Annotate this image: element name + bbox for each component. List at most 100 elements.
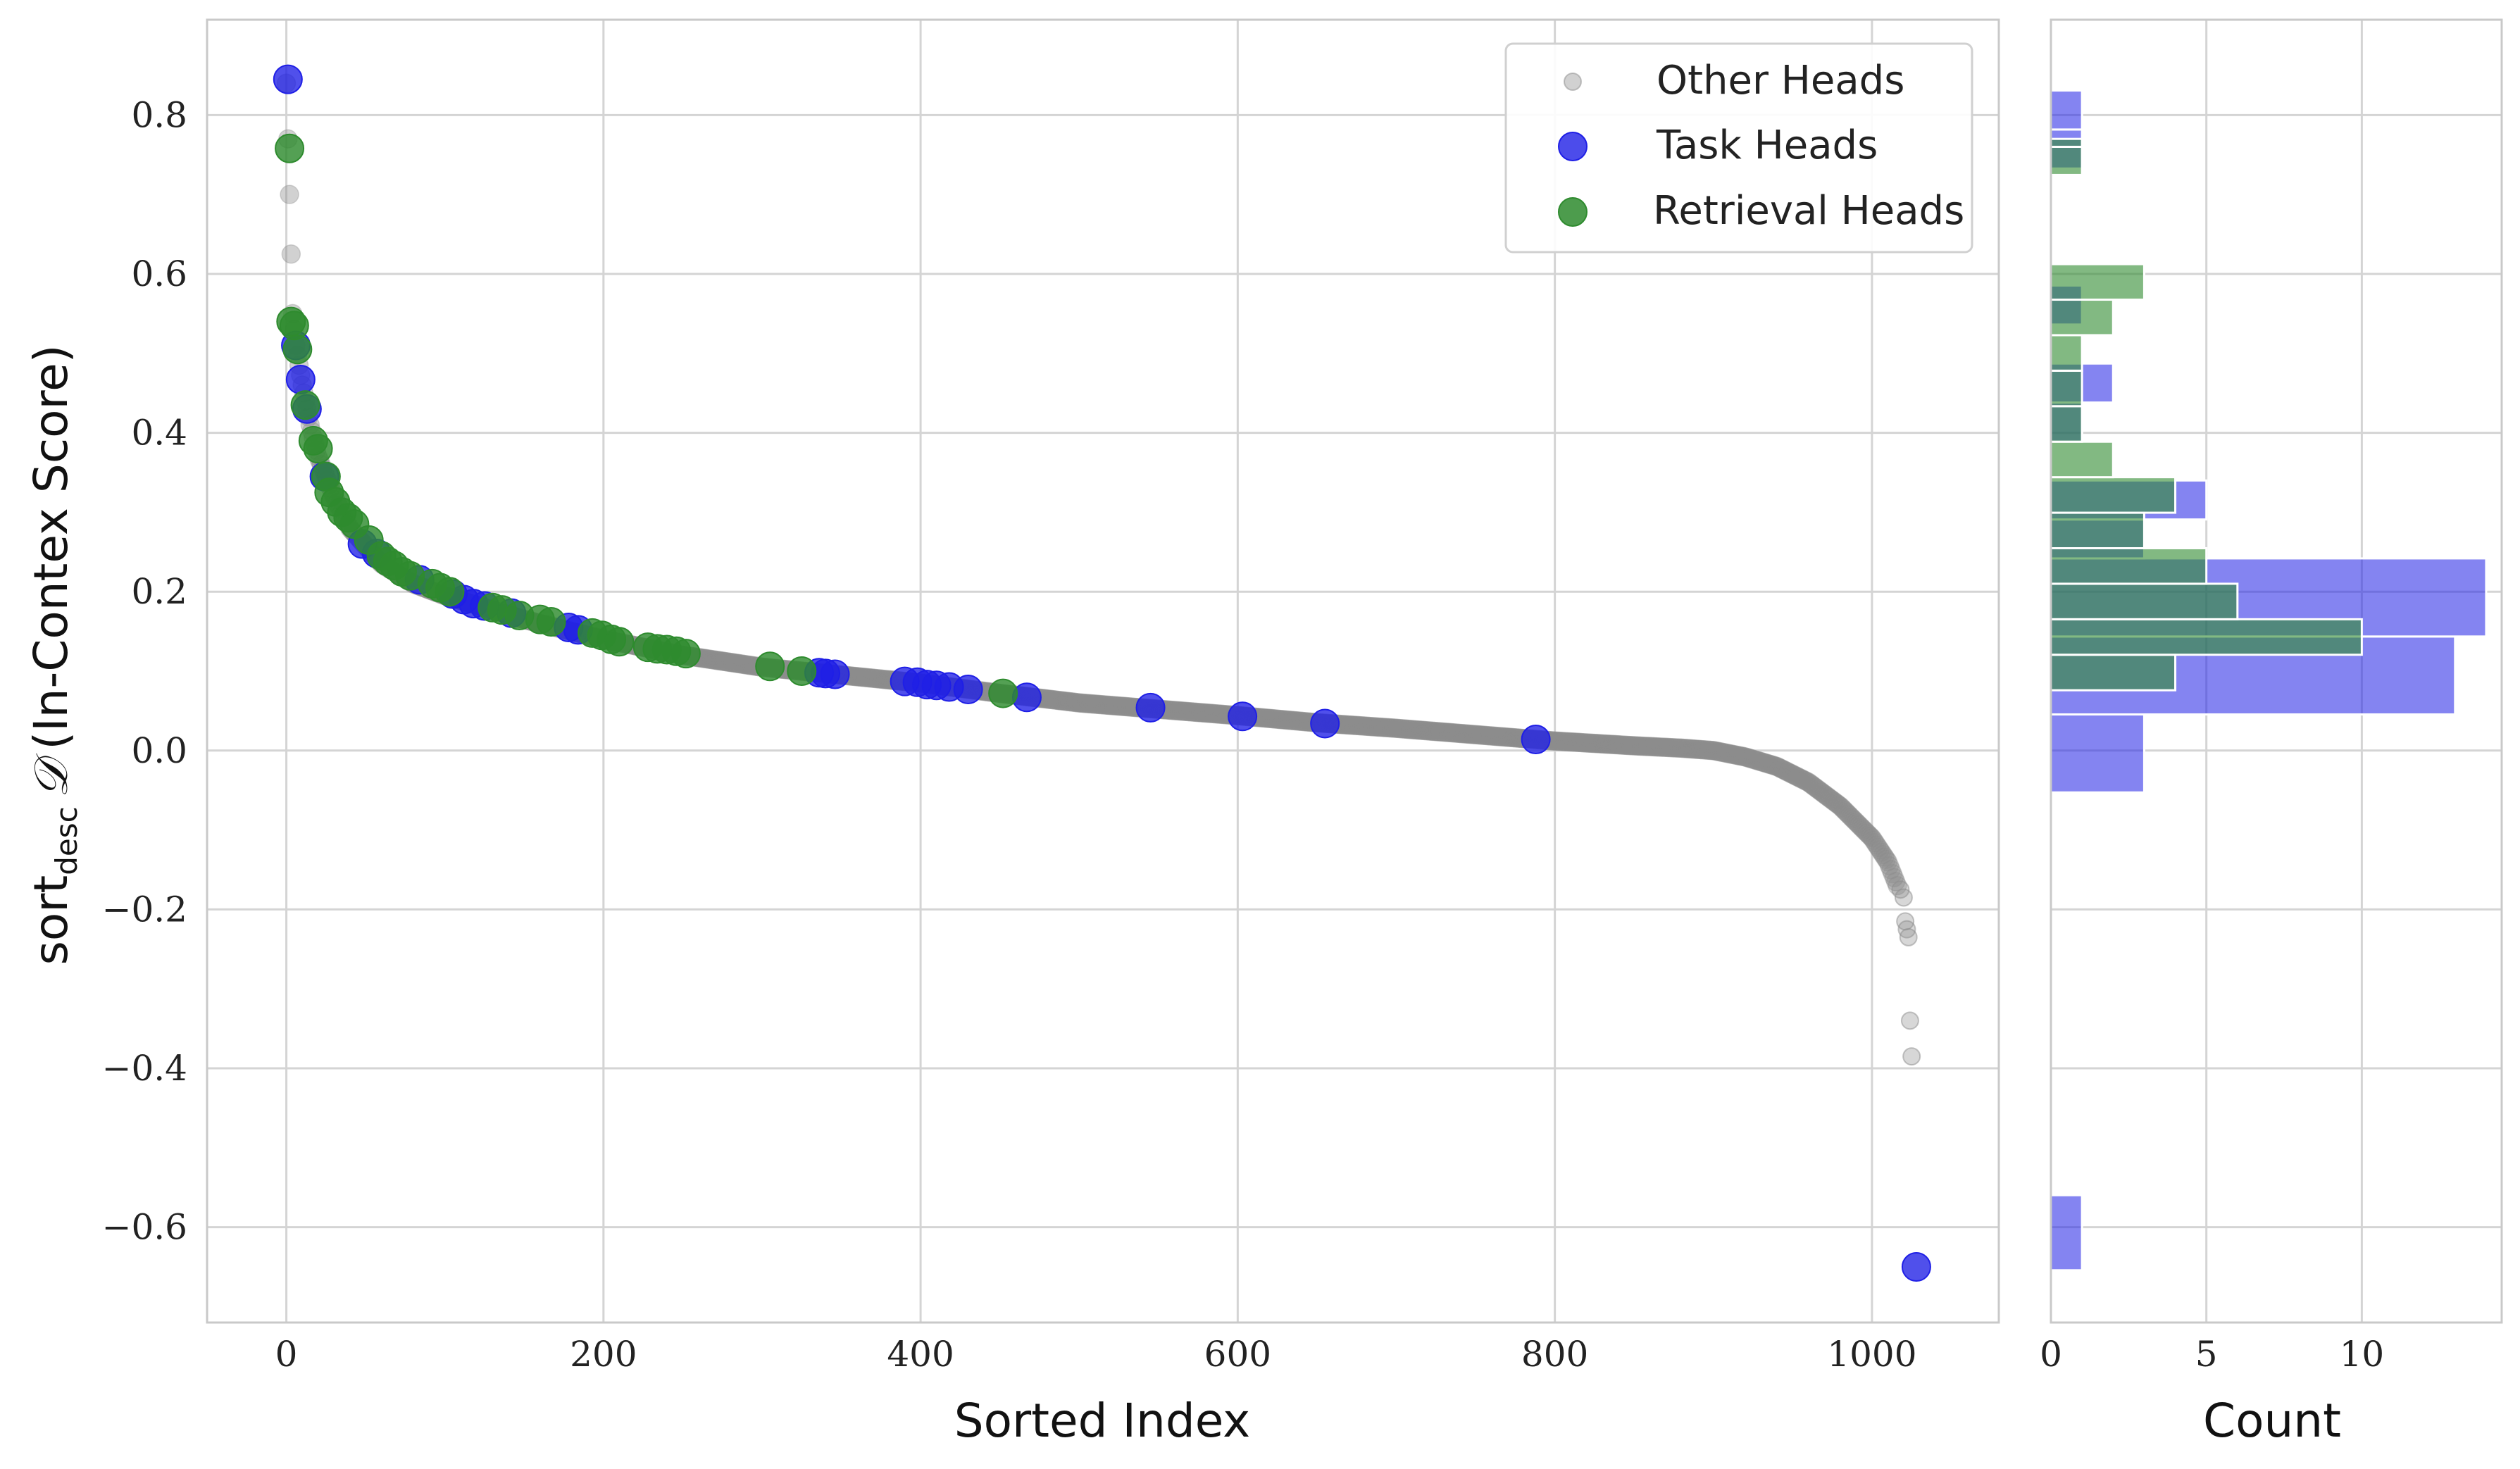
other-head-point	[1101, 695, 1121, 715]
other-head-point	[1642, 737, 1661, 757]
other-head-point	[1183, 702, 1204, 722]
retrieval-heads-bar	[2050, 618, 2363, 656]
x-tick-label: 200	[570, 1334, 637, 1375]
other-head-point	[1473, 725, 1494, 745]
other-head-point	[1599, 734, 1618, 754]
other-head-point	[1366, 717, 1385, 737]
other-head-point	[1902, 1047, 1921, 1066]
other-head-point	[1435, 723, 1456, 742]
other-head-point	[1705, 741, 1725, 761]
other-head-point	[1456, 724, 1476, 744]
other-head-point	[1553, 732, 1573, 751]
other-head-point	[1899, 927, 1918, 946]
other-head-point	[1496, 727, 1516, 747]
other-head-point	[1404, 720, 1424, 739]
other-head-point	[1718, 744, 1738, 763]
other-head-point	[1554, 732, 1574, 751]
task-head-point	[1135, 692, 1166, 723]
other-head-point	[1472, 725, 1492, 745]
other-head-point	[1805, 777, 1825, 797]
other-head-point	[1781, 763, 1801, 784]
other-head-point	[1047, 690, 1067, 711]
other-head-point	[723, 653, 744, 673]
other-head-point	[1056, 692, 1076, 711]
other-head-point	[1784, 765, 1804, 785]
other-head-point	[1410, 720, 1430, 740]
task-head-point	[285, 365, 316, 395]
other-head-point	[1585, 733, 1604, 754]
other-head-point	[1349, 715, 1370, 736]
legend-label-other-heads: Other Heads	[1657, 58, 1904, 104]
other-head-point	[1808, 780, 1828, 799]
other-head-point	[1475, 725, 1495, 746]
other-head-point	[1847, 813, 1868, 834]
other-head-point	[1860, 826, 1880, 846]
other-head-point	[1447, 723, 1466, 743]
other-head-point	[1572, 732, 1592, 753]
other-head-point	[1193, 703, 1213, 723]
other-head-point	[1822, 790, 1842, 811]
other-head-point	[1597, 734, 1617, 754]
other-head-point	[1461, 724, 1481, 744]
other-head-point	[1759, 754, 1779, 774]
y-tick-label: 0.4	[131, 413, 187, 454]
other-head-point	[856, 668, 877, 687]
other-head-point	[721, 652, 740, 673]
other-head-point	[1371, 717, 1390, 737]
other-head-point	[1169, 701, 1189, 721]
other-head-point	[1873, 844, 1893, 865]
other-head-point	[1704, 741, 1723, 761]
other-head-point	[1499, 727, 1519, 747]
other-head-point	[1492, 727, 1513, 747]
other-head-point	[1353, 716, 1373, 736]
retrieval-heads-bar	[2050, 369, 2083, 408]
other-head-point	[1428, 722, 1447, 742]
main-frame	[206, 18, 2000, 1324]
other-head-point	[1602, 734, 1622, 754]
other-head-point	[1624, 736, 1644, 756]
other-head-point	[722, 653, 742, 673]
other-head-point	[1440, 723, 1460, 743]
other-head-point	[1843, 809, 1863, 829]
other-head-point	[1362, 717, 1383, 737]
other-head-point	[1409, 720, 1428, 740]
task-head-point	[273, 64, 303, 94]
other-head-point	[1286, 711, 1306, 731]
other-head-point	[1583, 733, 1603, 754]
other-head-point	[1662, 737, 1682, 758]
other-head-point	[1078, 694, 1099, 713]
other-head-point	[1068, 693, 1087, 713]
other-head-point	[1340, 715, 1360, 735]
other-head-point	[711, 651, 731, 671]
histogram-x-tick-labels: 0 5 10	[2040, 1334, 2384, 1375]
other-head-point	[871, 669, 891, 689]
other-head-point	[1375, 718, 1395, 737]
other-head-point	[1194, 703, 1214, 723]
task-heads-bar	[2050, 89, 2083, 131]
other-head-point	[1803, 776, 1823, 796]
other-head-point	[1710, 742, 1730, 762]
histogram-frame	[2050, 18, 2503, 1324]
other-head-point	[1726, 745, 1746, 765]
other-head-point	[1466, 725, 1485, 744]
other-head-point	[1776, 761, 1797, 781]
other-head-point	[1445, 723, 1465, 743]
other-head-point	[1586, 734, 1606, 754]
other-head-point	[1564, 732, 1584, 752]
other-head-point	[1748, 751, 1768, 770]
other-head-point	[1500, 727, 1521, 747]
other-head-point	[1827, 794, 1847, 814]
other-head-point	[1485, 726, 1504, 746]
other-head-point	[1864, 830, 1883, 851]
other-head-point	[1645, 737, 1665, 757]
other-head-point	[1673, 738, 1693, 758]
other-head-point	[1811, 782, 1831, 802]
other-head-point	[1833, 799, 1854, 820]
other-head-point	[1610, 735, 1630, 755]
retrieval-heads-bar	[2050, 137, 2083, 148]
other-head-point	[1752, 752, 1773, 773]
other-head-point	[1390, 718, 1409, 739]
task-head-point	[953, 674, 983, 704]
other-head-point	[1273, 710, 1294, 730]
other-head-point	[1164, 701, 1185, 720]
